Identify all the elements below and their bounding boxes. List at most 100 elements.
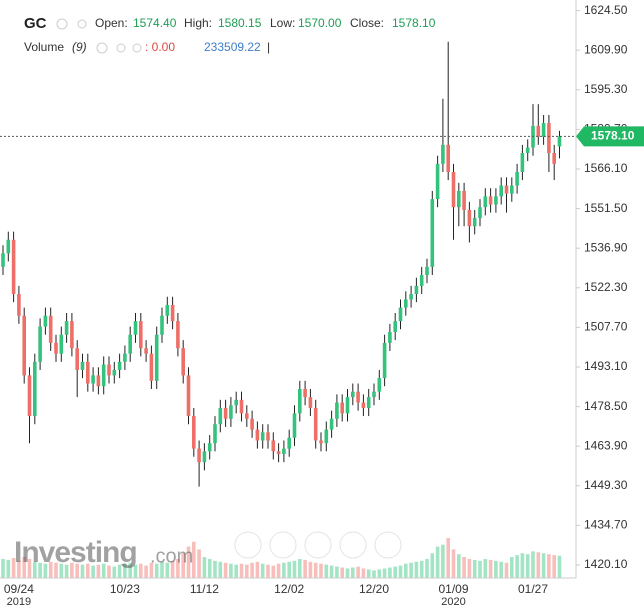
volume-bar (101, 563, 106, 578)
candle-body (324, 429, 329, 444)
zoom-reset[interactable] (304, 531, 332, 559)
candle-body (398, 307, 403, 322)
candle-body (483, 196, 488, 208)
candle-body (170, 304, 175, 322)
y-tick-label: 1551.50 (584, 201, 628, 215)
x-tick-label: 01/27 (518, 582, 548, 596)
candle-body (245, 413, 249, 419)
volume-bar (207, 558, 212, 578)
zoom-out[interactable] (269, 531, 297, 559)
candle-body (91, 375, 95, 384)
watermark: Investing (14, 536, 137, 569)
volume-bar (361, 568, 366, 578)
volume-bar (133, 564, 138, 578)
eye-icon[interactable] (56, 18, 68, 30)
volume-bar (472, 559, 477, 578)
x-year-label: 2019 (7, 596, 31, 607)
volume-bar (6, 559, 11, 578)
volume-bar (552, 555, 556, 578)
y-tick-label: 1609.90 (584, 42, 628, 56)
volume-bar (282, 562, 286, 578)
volume-bar (340, 567, 344, 578)
volume-change: : 0.00 (145, 40, 175, 54)
candle-body (223, 407, 228, 419)
volume-bar (22, 557, 26, 578)
volume-bar (197, 549, 201, 578)
candle-body (160, 315, 164, 335)
candle-body (499, 185, 503, 197)
volume-bar (117, 564, 122, 578)
candle-body (435, 163, 440, 200)
candle-body (382, 342, 387, 379)
candle-body (515, 171, 519, 186)
candle-body (186, 375, 191, 417)
volume-bar (345, 568, 350, 578)
volume-bar (271, 565, 276, 578)
zoom-in[interactable] (339, 531, 367, 559)
volume-bar (123, 563, 127, 578)
volume-bar (377, 569, 382, 578)
settings-icon[interactable] (77, 19, 87, 29)
candle-body (80, 361, 85, 370)
volume-bar (557, 555, 562, 578)
scroll-left[interactable] (234, 531, 262, 559)
volume-bar (75, 563, 79, 578)
volume-bar (351, 567, 355, 578)
candle-body (557, 136, 562, 147)
candle-body (6, 239, 11, 254)
scroll-right[interactable] (374, 531, 402, 559)
volume-bar (541, 553, 546, 578)
candle-body (192, 416, 196, 449)
volume-bar (536, 552, 541, 578)
candle-body (197, 448, 201, 463)
volume-bar (229, 563, 233, 578)
settings-icon[interactable] (116, 43, 126, 53)
candle-body (451, 171, 456, 208)
eye-icon[interactable] (96, 42, 108, 54)
volume-bar (223, 562, 228, 578)
volume-bar (287, 561, 291, 578)
candle-body (388, 331, 392, 343)
candle-body (308, 397, 313, 408)
last-price-box (576, 126, 644, 147)
candle-body (377, 378, 382, 392)
close-icon[interactable] (132, 43, 142, 53)
volume-bar (48, 561, 53, 578)
volume-bar (419, 560, 424, 578)
candle-body (488, 196, 493, 205)
candle-body (165, 304, 170, 316)
candle-body (366, 397, 371, 408)
volume-bar (298, 558, 302, 578)
candle-body (356, 391, 360, 403)
candle-body (504, 185, 509, 194)
candle-body (361, 402, 366, 408)
volume-bar (43, 563, 48, 578)
volume-bar (441, 544, 445, 578)
candle-body (414, 285, 419, 295)
candle-body (430, 199, 435, 267)
candle-body (345, 397, 350, 414)
volume-bar (202, 557, 207, 578)
candle-body (112, 369, 117, 376)
candle-body (266, 432, 270, 441)
candle-body (510, 185, 514, 194)
candle-body (282, 448, 286, 455)
zoom-controls[interactable] (234, 531, 402, 559)
candle-body (457, 190, 461, 208)
candle-body (462, 190, 466, 210)
y-tick-label: 1507.70 (584, 320, 628, 334)
candle-body (96, 375, 101, 387)
volume-bar (430, 553, 435, 578)
volume-bar (154, 563, 159, 578)
volume-bar (382, 568, 387, 578)
volume-bar (128, 562, 132, 578)
y-tick-label: 1478.50 (584, 399, 628, 413)
candle-body (181, 348, 185, 376)
volume-bar (38, 562, 42, 578)
candle-body (547, 123, 551, 153)
volume-bar (303, 559, 307, 578)
x-tick-label: 11/12 (190, 582, 219, 596)
volume-bar (547, 554, 551, 578)
x-tick-label: 09/24 (4, 582, 34, 596)
